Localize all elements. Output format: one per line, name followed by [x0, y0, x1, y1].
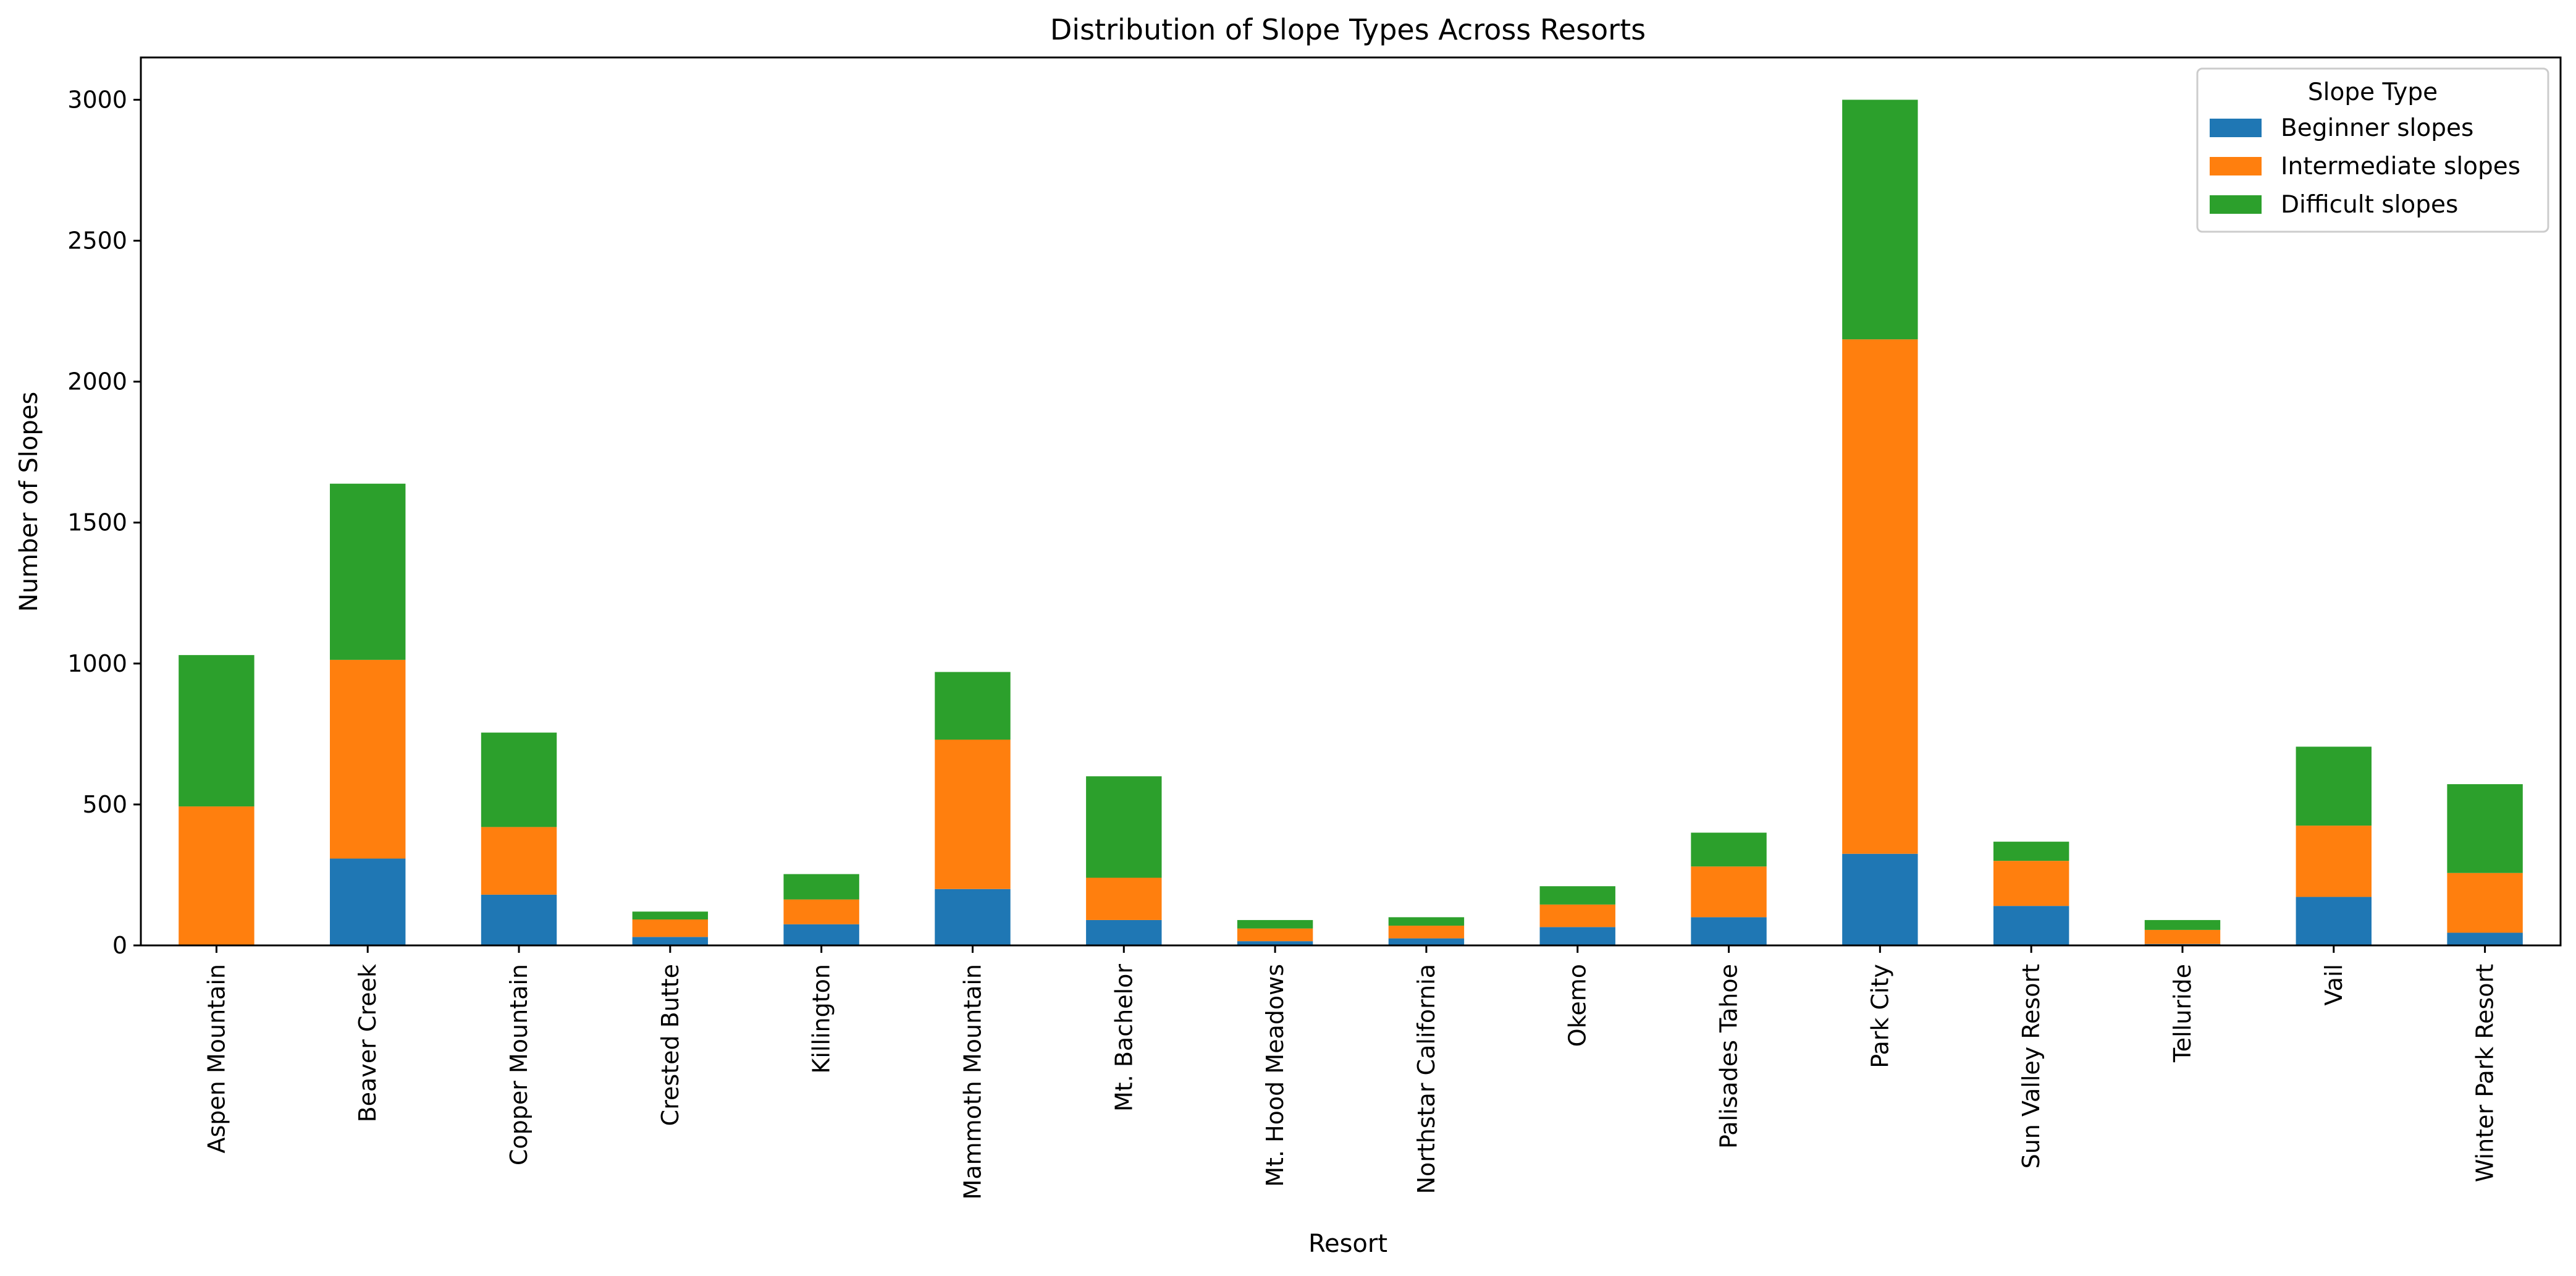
x-tick-label: Northstar California	[1413, 964, 1440, 1194]
bar-segment-3-13	[1993, 842, 2069, 861]
bar-segment-3-5	[783, 874, 859, 900]
bar-segment-1-10	[1539, 927, 1615, 945]
bar-segment-3-16	[2447, 784, 2523, 873]
y-tick-label: 1000	[67, 650, 127, 677]
bar-segment-2-5	[783, 899, 859, 924]
bar-segment-3-12	[1842, 99, 1918, 340]
x-tick-label: Palisades Tahoe	[1715, 964, 1743, 1149]
bar-segment-3-1	[179, 655, 255, 807]
x-tick-label: Vail	[2320, 964, 2347, 1005]
x-tick-label: Aspen Mountain	[203, 964, 230, 1154]
y-axis: 0 500 1000 1500 2000 2500 3000	[67, 86, 141, 959]
x-tick-label: Mammoth Mountain	[959, 964, 986, 1199]
x-tick-label: Telluride	[2169, 964, 2196, 1063]
legend-title: Slope Type	[2308, 78, 2438, 106]
x-axis: Aspen Mountain Beaver Creek Copper Mountai…	[203, 945, 2499, 1199]
bar-segment-3-6	[935, 672, 1011, 740]
bar-segment-3-14	[2144, 919, 2221, 930]
bar-segment-1-6	[935, 889, 1011, 945]
bar-segment-2-7	[1086, 877, 1162, 920]
legend-swatch-3	[2210, 195, 2262, 214]
bar-segment-3-15	[2296, 746, 2372, 826]
bar-segment-1-7	[1086, 919, 1162, 945]
x-tick-label: Mt. Hood Meadows	[1261, 964, 1289, 1187]
bar-segment-1-9	[1388, 938, 1465, 945]
bar-segment-2-13	[1993, 861, 2069, 906]
x-tick-label: Mt. Bachelor	[1110, 964, 1137, 1112]
bar-segment-3-7	[1086, 776, 1162, 878]
legend-swatch-2	[2210, 157, 2262, 175]
bars-layer	[179, 99, 2523, 945]
bar-segment-2-2	[330, 659, 406, 859]
x-tick-label: Crested Butte	[657, 964, 684, 1126]
bar-segment-2-11	[1691, 866, 1767, 918]
bar-segment-1-8	[1237, 941, 1313, 945]
bar-segment-2-14	[2144, 929, 2221, 944]
y-tick-label: 2500	[67, 227, 127, 255]
chart-title: Distribution of Slope Types Across Resor…	[1050, 13, 1646, 46]
bar-segment-1-3	[481, 894, 557, 945]
legend-swatch-1	[2210, 119, 2262, 137]
bar-segment-1-2	[330, 858, 406, 945]
legend: Slope Type Beginner slopes Intermediate s…	[2196, 67, 2549, 233]
bar-segment-1-5	[783, 924, 859, 945]
bar-segment-1-11	[1691, 917, 1767, 945]
bar-segment-3-2	[330, 483, 406, 660]
bar-segment-1-15	[2296, 897, 2372, 945]
bar-segment-1-4	[632, 937, 709, 945]
x-tick-label: Winter Park Resort	[2472, 964, 2499, 1182]
bar-segment-3-3	[481, 732, 557, 827]
plot-area-frame	[140, 56, 2562, 947]
bar-segment-3-10	[1539, 886, 1615, 905]
legend-label-1: Beginner slopes	[2281, 114, 2473, 142]
bar-segment-1-16	[2447, 932, 2523, 945]
y-axis-label: Number of Slopes	[15, 392, 43, 612]
y-tick-label: 0	[112, 932, 127, 959]
bar-segment-2-12	[1842, 339, 1918, 854]
y-tick-label: 1500	[67, 509, 127, 536]
legend-entries: Beginner slopes Intermediate slopes Diffic…	[2210, 114, 2520, 219]
bar-segment-2-6	[935, 739, 1011, 889]
x-tick-label: Sun Valley Resort	[2018, 964, 2045, 1168]
bar-segment-2-1	[179, 806, 255, 945]
x-tick-label: Park City	[1866, 964, 1893, 1068]
legend-label-2: Intermediate slopes	[2281, 153, 2520, 180]
bar-segment-2-3	[481, 827, 557, 895]
bar-segment-2-15	[2296, 826, 2372, 897]
bar-segment-2-9	[1388, 926, 1465, 939]
bar-segment-2-10	[1539, 904, 1615, 927]
y-tick-label: 2000	[67, 368, 127, 395]
bar-segment-2-8	[1237, 928, 1313, 942]
bar-segment-3-11	[1691, 832, 1767, 867]
bar-segment-1-13	[1993, 906, 2069, 945]
bar-segment-3-8	[1237, 919, 1313, 929]
x-tick-label: Killington	[808, 964, 835, 1074]
y-tick-label: 3000	[67, 86, 127, 113]
bar-segment-1-12	[1842, 853, 1918, 945]
bar-segment-2-4	[632, 919, 709, 937]
legend-label-3: Difficult slopes	[2281, 191, 2458, 219]
x-tick-label: Beaver Creek	[354, 964, 381, 1122]
bar-segment-2-16	[2447, 872, 2523, 933]
legend-box	[2196, 67, 2549, 233]
bar-segment-3-4	[632, 911, 709, 920]
x-tick-label: Copper Mountain	[505, 964, 532, 1165]
y-tick-label: 500	[82, 791, 127, 818]
x-axis-label: Resort	[1308, 1230, 1387, 1258]
bar-segment-3-9	[1388, 917, 1465, 926]
x-tick-label: Okemo	[1564, 964, 1591, 1047]
